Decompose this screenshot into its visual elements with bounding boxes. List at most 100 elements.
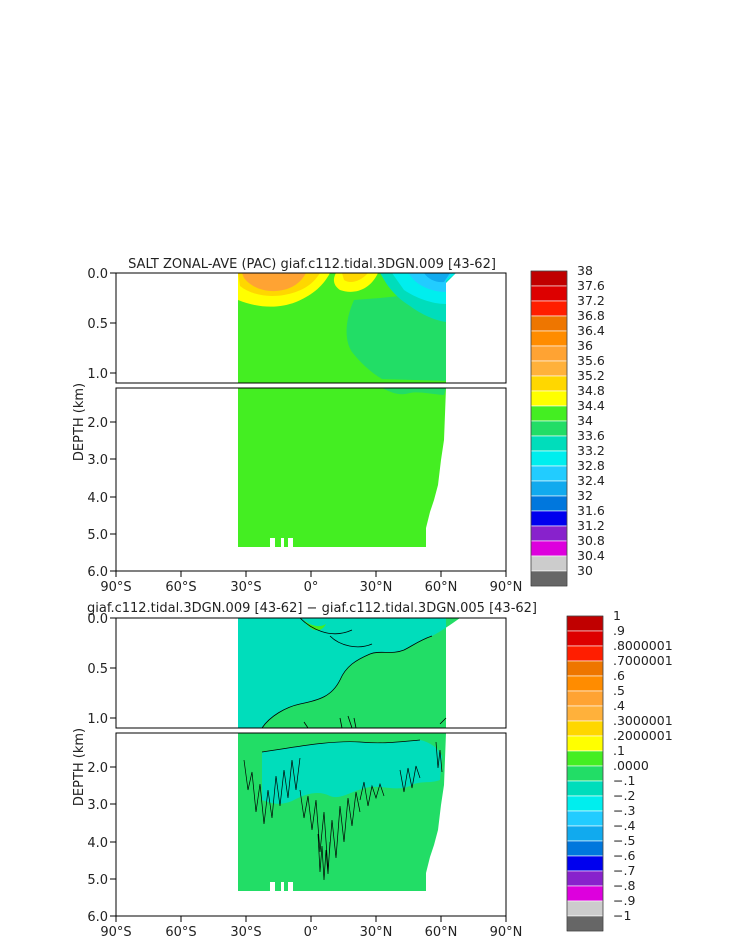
colorbar-swatch [530, 315, 568, 332]
y-tick-label: 5.0 [87, 873, 108, 888]
y-tick-label: 0.0 [87, 612, 108, 627]
colorbar-label: 37.2 [577, 293, 605, 308]
colorbar-label: 35.6 [577, 353, 605, 368]
topography-gap [281, 538, 284, 548]
colorbar-label: −1 [613, 908, 631, 923]
topography-gap [288, 882, 293, 892]
diff-positive-patch [304, 620, 326, 631]
colorbar-label: −.1 [613, 773, 635, 788]
colorbar-swatch [566, 840, 604, 857]
colorbar-swatch [566, 825, 604, 842]
panel-2-x-axis: 90°S 60°S 30°S 0° 30°N 60°N 90°N [100, 916, 522, 940]
panel-1-lower-field [238, 388, 446, 548]
colorbar-swatch [566, 765, 604, 782]
colorbar-label: 33.2 [577, 443, 605, 458]
panel-1-colorbar: 3837.637.236.836.43635.635.234.834.43433… [530, 263, 605, 587]
salt-lower-north-patch [382, 388, 446, 395]
x-tick-label: 90°S [100, 925, 131, 940]
y-tick-label: 0.5 [87, 662, 108, 677]
y-tick-label: 3.0 [87, 798, 108, 813]
y-tick-label: 2.0 [87, 761, 108, 776]
colorbar-frame [566, 615, 604, 932]
colorbar-label: 1 [613, 608, 621, 623]
colorbar-label: 36.4 [577, 323, 605, 338]
colorbar-label: 32 [577, 488, 593, 503]
y-tick-label: 1.0 [87, 712, 108, 727]
colorbar-swatch [530, 540, 568, 557]
topography-gap [288, 538, 293, 548]
x-tick-label: 60°S [165, 580, 196, 595]
panel-1-x-axis: 90°S 60°S 30°S 0° 30°N 60°N 90°N [100, 571, 522, 595]
panel-2: giaf.c112.tidal.3DGN.009 [43-62] − giaf.… [72, 601, 673, 940]
colorbar-swatch [530, 360, 568, 377]
colorbar-label: .8000001 [613, 638, 673, 653]
colorbar-swatch [530, 525, 568, 542]
colorbar-frame [530, 270, 568, 587]
x-tick-label: 30°N [360, 580, 393, 595]
panel-1-y-axis: 0.0 0.5 1.0 2.0 3.0 4.0 5.0 6.0 DEPTH (k… [72, 267, 116, 580]
panel-1-upper-field [238, 273, 456, 383]
x-tick-label: 30°N [360, 925, 393, 940]
diff-near-zero-region [262, 618, 460, 728]
colorbar-label: .7000001 [613, 653, 673, 668]
topography-gap [270, 538, 275, 548]
colorbar-swatch [566, 735, 604, 752]
colorbar-label: 36.8 [577, 308, 605, 323]
colorbar-swatch [530, 300, 568, 317]
colorbar-label: −.4 [613, 818, 635, 833]
colorbar-swatch [566, 870, 604, 887]
y-tick-label: 1.0 [87, 367, 108, 382]
colorbar-label: 34.8 [577, 383, 605, 398]
panel-2-lower-field [238, 733, 446, 892]
colorbar-swatch [530, 375, 568, 392]
colorbar-swatch [530, 510, 568, 527]
colorbar-swatch [530, 285, 568, 302]
colorbar-swatch [566, 615, 604, 632]
colorbar-swatch [530, 420, 568, 437]
x-tick-label: 30°S [230, 580, 261, 595]
colorbar-swatch [566, 810, 604, 827]
colorbar-swatch [530, 435, 568, 452]
salt-max-region [242, 273, 306, 292]
colorbar-label: .9 [613, 623, 625, 638]
colorbar-label: −.8 [613, 878, 635, 893]
colorbar-swatch [530, 465, 568, 482]
colorbar-label: −.6 [613, 848, 635, 863]
colorbar-label: .0000 [613, 758, 649, 773]
diff-contour-lines [261, 618, 447, 728]
x-tick-label: 30°S [230, 925, 261, 940]
colorbar-label: .6 [613, 668, 625, 683]
colorbar-label: .2000001 [613, 728, 673, 743]
panel-2-y-axis-label: DEPTH (km) [72, 728, 87, 806]
colorbar-label: 31.6 [577, 503, 605, 518]
panel-2-upper-frame [115, 617, 507, 729]
colorbar-label: 35.2 [577, 368, 605, 383]
panel-1-upper-frame [115, 272, 507, 384]
salt-minimum-region [424, 273, 450, 283]
colorbar-swatch [566, 900, 604, 917]
colorbar-label: 36 [577, 338, 593, 353]
salt-field-lower [238, 388, 446, 547]
colorbar-swatch [566, 690, 604, 707]
colorbar-swatch [530, 345, 568, 362]
colorbar-label: −.9 [613, 893, 635, 908]
diff-negative-patch [316, 618, 352, 635]
colorbar-swatch [566, 705, 604, 722]
y-tick-label: 4.0 [87, 491, 108, 506]
panel-2-y-axis: 0.0 0.5 1.0 2.0 3.0 4.0 5.0 6.0 DEPTH (k… [72, 612, 116, 925]
colorbar-label: −.5 [613, 833, 635, 848]
colorbar-label: 30 [577, 563, 593, 578]
colorbar-label: 30.4 [577, 548, 605, 563]
y-tick-label: 5.0 [87, 528, 108, 543]
panel-2-colorbar: 1.9.8000001.7000001.6.5.4.3000001.200000… [566, 608, 673, 932]
colorbar-swatch [566, 780, 604, 797]
y-tick-label: 4.0 [87, 836, 108, 851]
x-tick-label: 60°S [165, 925, 196, 940]
x-tick-label: 60°N [425, 925, 458, 940]
colorbar-swatch [530, 450, 568, 467]
salt-34-4-region [346, 292, 446, 381]
colorbar-swatch [566, 915, 604, 932]
y-tick-label: 0.0 [87, 267, 108, 282]
colorbar-label: 33.6 [577, 428, 605, 443]
